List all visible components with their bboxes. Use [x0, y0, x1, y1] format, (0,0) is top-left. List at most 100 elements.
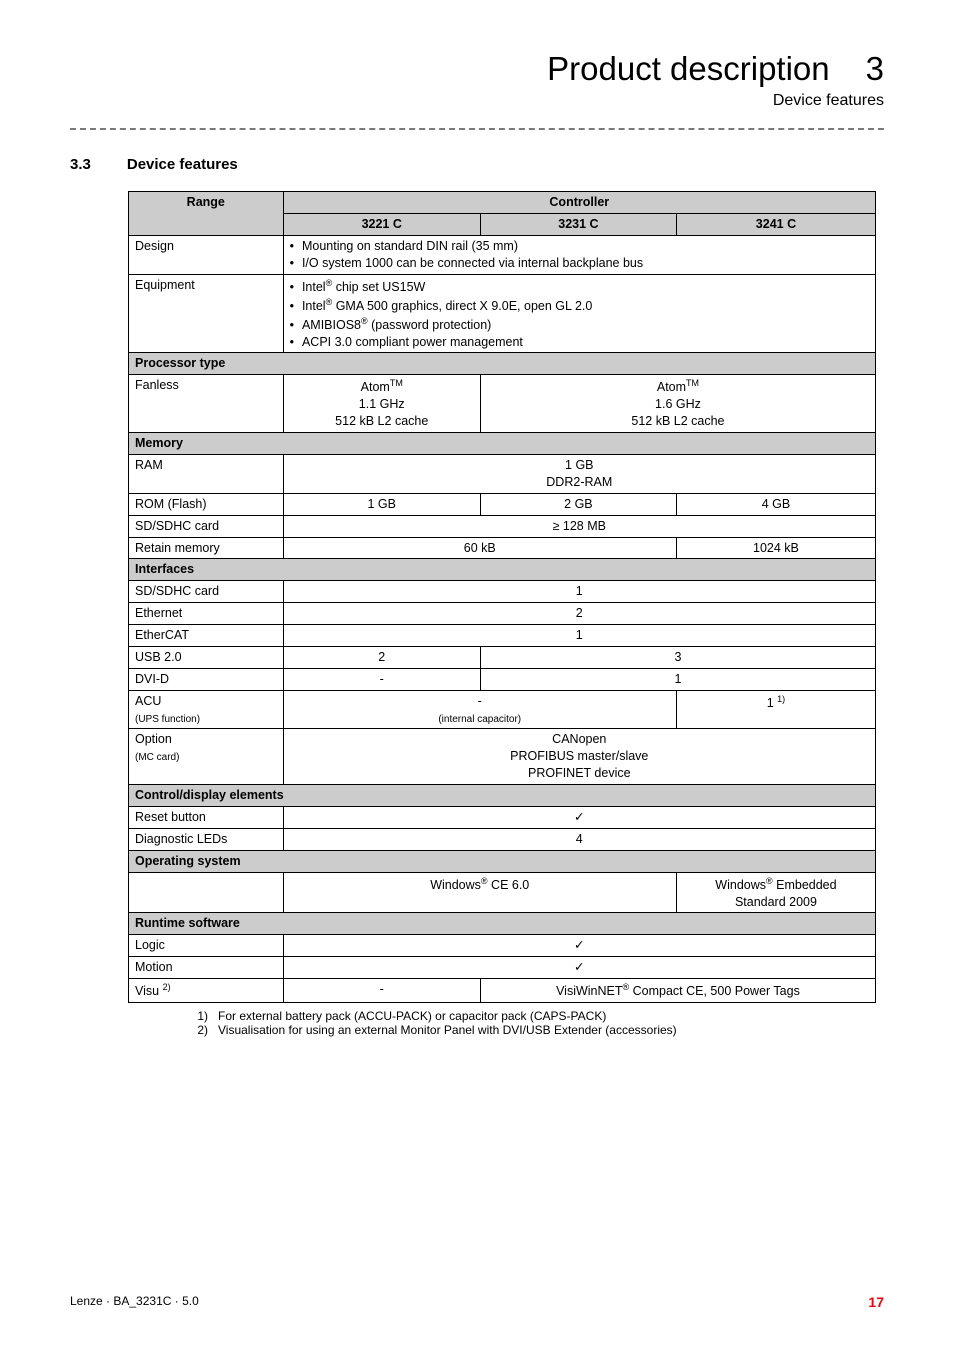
row-design: Design Mounting on standard DIN rail (35…	[129, 235, 876, 274]
cell-sdshd-cap: ≥ 128 MB	[283, 515, 875, 537]
label-processor-type: Processor type	[129, 353, 876, 375]
row-rom: ROM (Flash) 1 GB 2 GB 4 GB	[129, 493, 876, 515]
cell-usb-3221: 2	[283, 646, 480, 668]
label-os: Operating system	[129, 850, 876, 872]
cell-ram: 1 GBDDR2-RAM	[283, 455, 875, 494]
design-bullet-1: Mounting on standard DIN rail (35 mm)	[290, 238, 869, 255]
col-3231c: 3231 C	[480, 213, 676, 235]
col-controller: Controller	[283, 192, 875, 214]
cell-retain-12: 60 kB	[283, 537, 676, 559]
label-usb: USB 2.0	[129, 646, 284, 668]
row-ram: RAM 1 GBDDR2-RAM	[129, 455, 876, 494]
cell-acu-3: 1 1)	[676, 690, 875, 729]
section-title: Device features	[127, 156, 238, 173]
cell-visu-3221: -	[283, 979, 480, 1003]
cell-retain-3: 1024 kB	[676, 537, 875, 559]
col-3221c: 3221 C	[283, 213, 480, 235]
label-acu: ACU (UPS function)	[129, 690, 284, 729]
label-retain: Retain memory	[129, 537, 284, 559]
label-dvi: DVI-D	[129, 668, 284, 690]
header-title: Product description	[547, 50, 829, 88]
cell-reset: ✓	[283, 806, 875, 828]
cell-dvi-3221: -	[283, 668, 480, 690]
col-range: Range	[129, 192, 284, 236]
label-ethercat: EtherCAT	[129, 625, 284, 647]
row-reset: Reset button ✓	[129, 806, 876, 828]
cell-fanless-3221: AtomTM 1.1 GHz 512 kB L2 cache	[283, 375, 480, 433]
footnote-1-key: 1)	[188, 1009, 208, 1023]
section-heading: 3.3 Device features	[70, 156, 884, 173]
divider	[70, 128, 884, 130]
row-ethernet: Ethernet 2	[129, 603, 876, 625]
cell-ethernet: 2	[283, 603, 875, 625]
cell-rom-3221: 1 GB	[283, 493, 480, 515]
row-os: Operating system	[129, 850, 876, 872]
footnote-1: 1) For external battery pack (ACCU-PACK)…	[188, 1009, 884, 1023]
cell-option: CANopen PROFIBUS master/slave PROFINET d…	[283, 729, 875, 785]
row-motion: Motion ✓	[129, 957, 876, 979]
row-processor-type: Processor type	[129, 353, 876, 375]
page: Product description 3 Device features 3.…	[0, 0, 954, 1350]
row-ctrl-disp: Control/display elements	[129, 785, 876, 807]
cell-logic: ✓	[283, 935, 875, 957]
cell-acu-12: - (internal capacitor)	[283, 690, 676, 729]
equipment-bullet-4: ACPI 3.0 compliant power management	[290, 334, 869, 351]
row-logic: Logic ✓	[129, 935, 876, 957]
cell-rom-3231: 2 GB	[480, 493, 676, 515]
cell-usb-23: 3	[480, 646, 875, 668]
footnote-2: 2) Visualisation for using an external M…	[188, 1023, 884, 1037]
cell-fanless-3231-3241: AtomTM 1.6 GHz 512 kB L2 cache	[480, 375, 875, 433]
cell-motion: ✓	[283, 957, 875, 979]
equipment-bullet-2: Intel® GMA 500 graphics, direct X 9.0E, …	[290, 296, 869, 315]
row-interfaces: Interfaces	[129, 559, 876, 581]
cell-os-12: Windows® CE 6.0	[283, 872, 676, 913]
label-ram: RAM	[129, 455, 284, 494]
cell-os-3: Windows® Embedded Standard 2009	[676, 872, 875, 913]
spec-table: Range Controller 3221 C 3231 C 3241 C De…	[128, 191, 876, 1003]
row-runtime: Runtime software	[129, 913, 876, 935]
row-sdshd-cap: SD/SDHC card ≥ 128 MB	[129, 515, 876, 537]
cell-sdshd-if: 1	[283, 581, 875, 603]
label-ethernet: Ethernet	[129, 603, 284, 625]
row-usb: USB 2.0 2 3	[129, 646, 876, 668]
label-equipment: Equipment	[129, 274, 284, 353]
row-dvi: DVI-D - 1	[129, 668, 876, 690]
header-chapter-number: 3	[866, 50, 884, 88]
row-os-values: Windows® CE 6.0 Windows® Embedded Standa…	[129, 872, 876, 913]
row-memory: Memory	[129, 433, 876, 455]
footer-left: Lenze · BA_3231C · 5.0	[70, 1294, 199, 1310]
equipment-bullet-3: AMIBIOS8® (password protection)	[290, 315, 869, 334]
label-interfaces: Interfaces	[129, 559, 876, 581]
cell-dvi-23: 1	[480, 668, 875, 690]
label-os-empty	[129, 872, 284, 913]
row-visu: Visu 2) - VisiWinNET® Compact CE, 500 Po…	[129, 979, 876, 1003]
equipment-bullet-1: Intel® chip set US15W	[290, 277, 869, 296]
row-fanless: Fanless AtomTM 1.1 GHz 512 kB L2 cache A…	[129, 375, 876, 433]
section-number: 3.3	[70, 156, 91, 173]
row-equipment: Equipment Intel® chip set US15W Intel® G…	[129, 274, 876, 353]
cell-leds: 4	[283, 828, 875, 850]
page-header: Product description 3	[70, 50, 884, 88]
label-sdshd-cap: SD/SDHC card	[129, 515, 284, 537]
footnote-2-text: Visualisation for using an external Moni…	[218, 1023, 677, 1037]
label-memory: Memory	[129, 433, 876, 455]
footnote-2-key: 2)	[188, 1023, 208, 1037]
col-3241c: 3241 C	[676, 213, 875, 235]
row-retain: Retain memory 60 kB 1024 kB	[129, 537, 876, 559]
header-subtitle: Device features	[70, 92, 884, 110]
label-leds: Diagnostic LEDs	[129, 828, 284, 850]
label-fanless: Fanless	[129, 375, 284, 433]
cell-rom-3241: 4 GB	[676, 493, 875, 515]
design-bullet-2: I/O system 1000 can be connected via int…	[290, 255, 869, 272]
cell-equipment: Intel® chip set US15W Intel® GMA 500 gra…	[283, 274, 875, 353]
footnote-1-text: For external battery pack (ACCU-PACK) or…	[218, 1009, 606, 1023]
cell-ethercat: 1	[283, 625, 875, 647]
label-motion: Motion	[129, 957, 284, 979]
row-acu: ACU (UPS function) - (internal capacitor…	[129, 690, 876, 729]
row-ethercat: EtherCAT 1	[129, 625, 876, 647]
label-design: Design	[129, 235, 284, 274]
label-sdshd-if: SD/SDHC card	[129, 581, 284, 603]
row-sdshd-if: SD/SDHC card 1	[129, 581, 876, 603]
footer-page-number: 17	[868, 1294, 884, 1310]
row-option: Option (MC card) CANopen PROFIBUS master…	[129, 729, 876, 785]
